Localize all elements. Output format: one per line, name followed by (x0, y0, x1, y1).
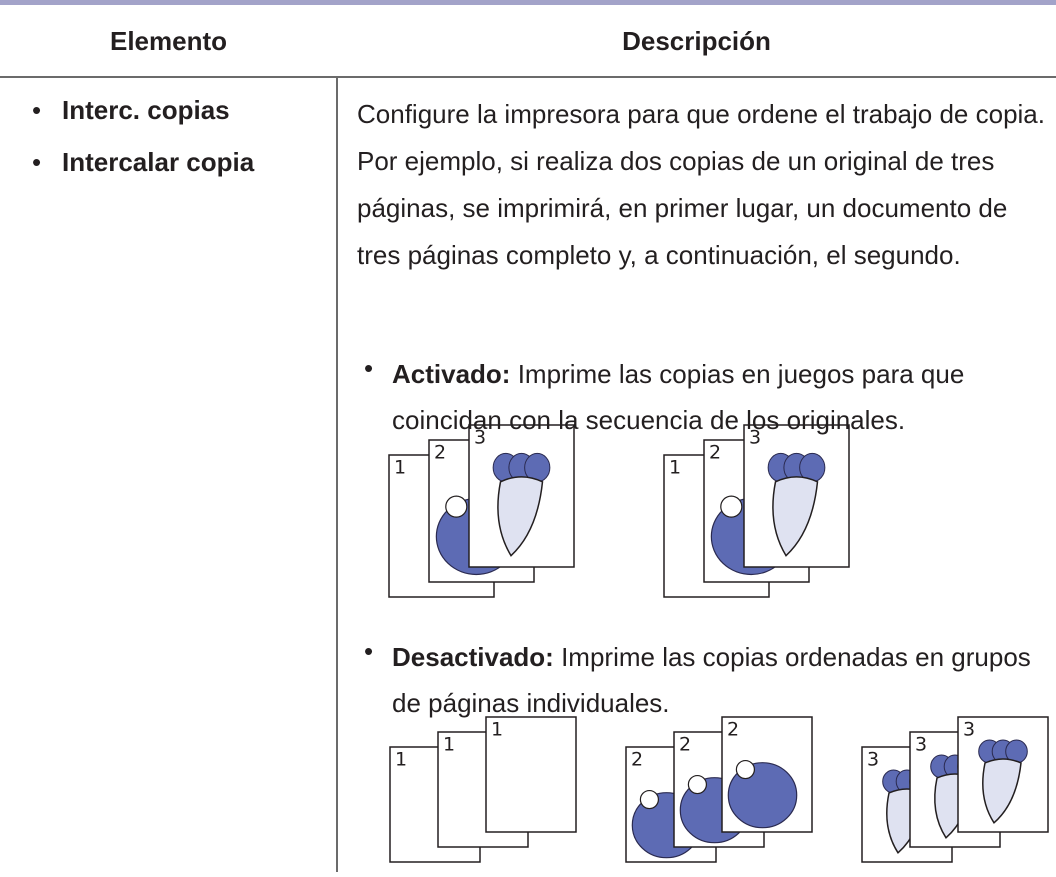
page-number: 2 (434, 442, 446, 464)
page-number: 2 (631, 749, 643, 771)
carrot (497, 476, 544, 557)
bullet: • (32, 147, 42, 177)
page-number: 2 (709, 442, 721, 464)
page-number: 2 (727, 719, 739, 741)
bullet: • (364, 636, 374, 666)
bullet: • (32, 95, 42, 125)
item: Interc. copias (62, 95, 230, 125)
header-cell: Descripción (622, 26, 771, 56)
worm (445, 495, 468, 518)
option-label: Activado: (392, 359, 511, 389)
figures: 1 2 3 1 2 3 1 1 1 2 2 2 3 3 3 (388, 424, 1049, 863)
page-number: 1 (394, 457, 406, 479)
page-number: 3 (474, 427, 486, 449)
page-number: 1 (443, 734, 455, 756)
description: Configure la impresora para que ordene e… (357, 99, 1045, 270)
page-number: 2 (679, 734, 691, 756)
option-label: Desactivado: (392, 642, 554, 672)
option: Desactivado: Imprime las copias ordenada… (392, 634, 1052, 726)
page-number: 1 (669, 457, 681, 479)
top-rule (0, 0, 1056, 5)
bullet: • (364, 353, 374, 383)
carrot (772, 476, 819, 557)
page-number: 1 (395, 749, 407, 771)
page-number: 3 (915, 734, 927, 756)
option-text: Imprime las copias ordenadas en grupos d… (392, 642, 1031, 718)
page-number: 3 (963, 719, 975, 741)
page (485, 716, 577, 833)
worm (720, 495, 743, 518)
page-number: 1 (491, 719, 503, 741)
worm (687, 774, 708, 795)
item: Intercalar copia (62, 147, 255, 177)
page-number: 3 (749, 427, 761, 449)
worm (639, 789, 660, 810)
worm (735, 759, 756, 780)
option: Activado: Imprime las copias en juegos p… (392, 351, 1052, 443)
page-number: 3 (867, 749, 879, 771)
option-text: Imprime las copias en juegos para que co… (392, 359, 965, 435)
carrot (982, 758, 1022, 824)
header-cell: Elemento (109, 26, 228, 56)
